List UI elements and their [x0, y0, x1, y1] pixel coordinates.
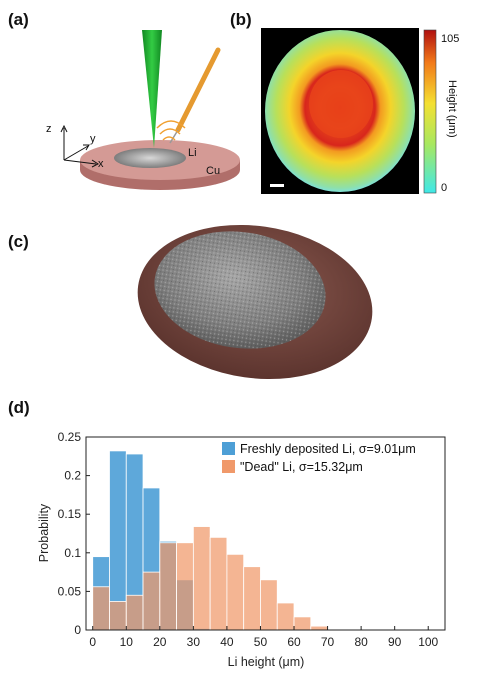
bar-series-1-bin-0	[92, 586, 110, 631]
panel-label-b: (b)	[230, 10, 252, 29]
histogram-bars	[92, 450, 345, 631]
bar-series-1-bin-20	[159, 542, 177, 631]
bar-series-1-bin-40	[226, 553, 245, 631]
legend-label-fresh: Freshly deposited Li, σ=9.01μm	[240, 442, 416, 456]
bar-series-1-bin-50	[260, 579, 278, 631]
y-tick-label-0.25: 0.25	[58, 430, 82, 444]
x-tick-label-40: 40	[220, 635, 234, 649]
x-tick-label-90: 90	[388, 635, 402, 649]
x-tick-label-20: 20	[153, 635, 167, 649]
x-tick-label-100: 100	[418, 635, 438, 649]
bar-series-1-bin-30	[192, 526, 211, 631]
y-tick-label-0.05: 0.05	[58, 584, 82, 598]
x-tick-label-60: 60	[287, 635, 301, 649]
plot-frame	[85, 436, 446, 631]
y-tick-label-0.1: 0.1	[64, 546, 81, 560]
bar-series-1-bin-60	[293, 616, 312, 631]
x-tick-label-10: 10	[120, 635, 134, 649]
x-axis: 0 10 20 30 40 50 60 70 80 90 100	[89, 626, 439, 649]
x-axis-label: Li height (μm)	[228, 655, 305, 669]
y-tick-label-0: 0	[74, 623, 81, 637]
bar-series-1-bin-65	[310, 625, 328, 631]
x-tick-label-70: 70	[321, 635, 335, 649]
y-axis: 0 0.05 0.1 0.15 0.2 0.25	[58, 430, 90, 637]
x-tick-label-0: 0	[89, 635, 96, 649]
legend: Freshly deposited Li, σ=9.01μm "Dead" Li…	[222, 442, 416, 474]
panel-label-d: (d)	[8, 398, 30, 417]
legend-label-dead: "Dead" Li, σ=15.32μm	[240, 460, 363, 474]
bar-series-1-bin-25	[176, 542, 194, 631]
bar-series-1-bin-15	[142, 571, 161, 631]
legend-swatch-dead	[222, 460, 235, 473]
y-tick-label-0.15: 0.15	[58, 507, 82, 521]
x-tick-label-30: 30	[187, 635, 201, 649]
bar-series-1-bin-5	[109, 601, 127, 631]
bar-series-1-bin-55	[276, 602, 295, 631]
bar-series-1-bin-10	[125, 594, 144, 631]
x-tick-label-50: 50	[254, 635, 268, 649]
x-tick-label-80: 80	[354, 635, 368, 649]
y-tick-label-0.2: 0.2	[64, 469, 81, 483]
y-axis-label: Probability	[37, 503, 51, 562]
panel-label-c: (c)	[8, 232, 29, 251]
bar-series-1-bin-45	[243, 566, 261, 631]
legend-swatch-fresh	[222, 442, 235, 455]
bar-series-1-bin-35	[209, 536, 228, 631]
panel-label-a: (a)	[8, 10, 29, 29]
